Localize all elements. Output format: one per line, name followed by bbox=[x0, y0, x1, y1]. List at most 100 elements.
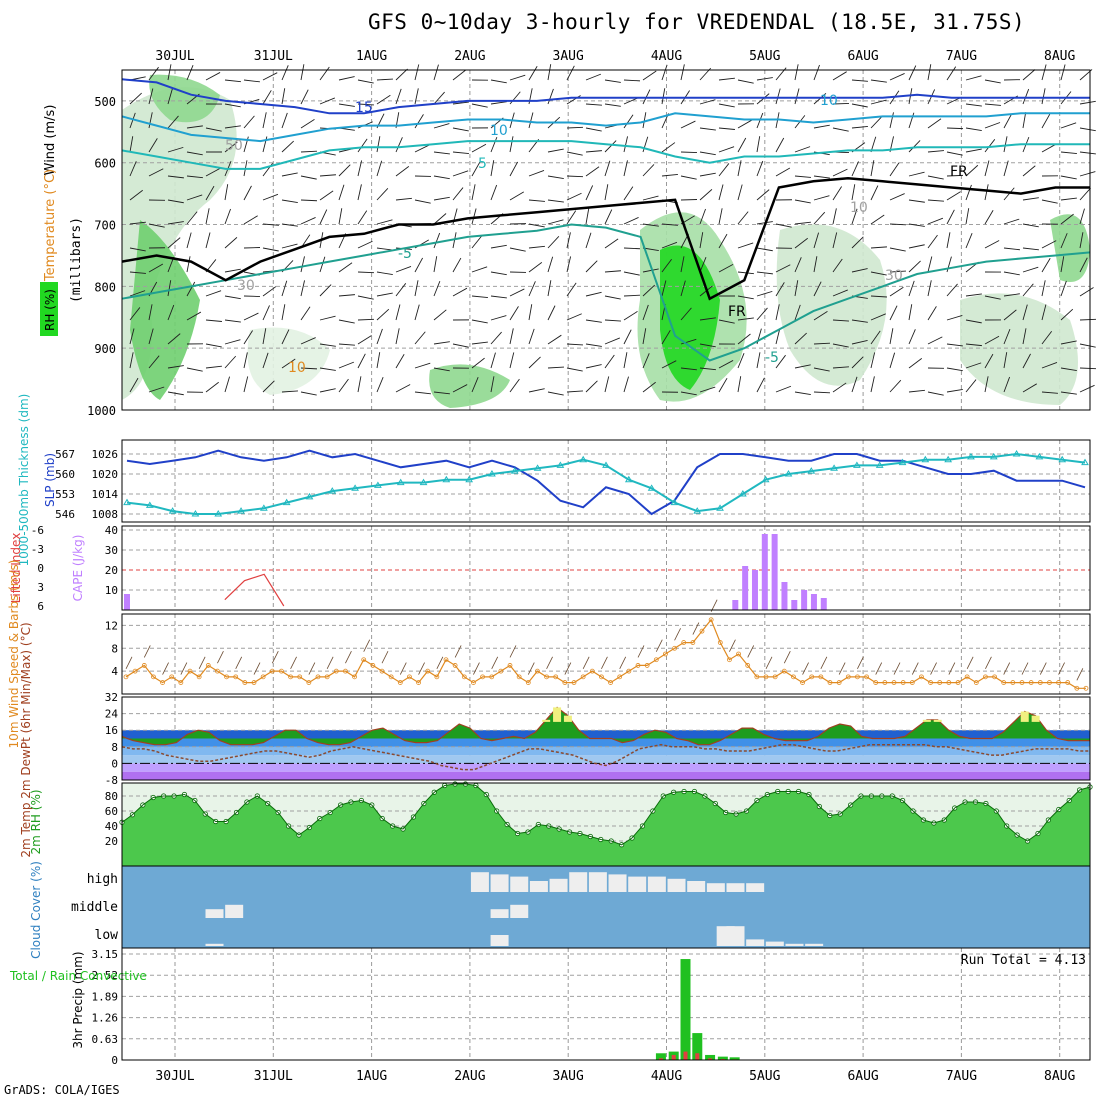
wind-barb bbox=[661, 142, 676, 153]
wind-barb bbox=[870, 99, 887, 105]
wind-barb bbox=[205, 319, 222, 322]
wind-barb bbox=[186, 311, 202, 321]
surface-wind-barb bbox=[436, 656, 444, 670]
ylabel-millibars: (millibars) bbox=[69, 217, 84, 303]
precip-tick-label: 3.15 bbox=[92, 948, 119, 961]
wind-barb bbox=[376, 292, 393, 297]
slp-tick-label: 1014 bbox=[92, 488, 119, 501]
wind-speed-marker bbox=[589, 668, 595, 674]
upper-air-panel-frame bbox=[121, 69, 1091, 411]
ylabel-thickness: 1000-500mb Thickness (dm) bbox=[17, 394, 31, 567]
wind-barb bbox=[167, 237, 181, 249]
wind-barb bbox=[718, 163, 730, 177]
rh-tick-label: 20 bbox=[105, 835, 118, 848]
wind-barb bbox=[205, 72, 221, 81]
cloud-bar bbox=[510, 876, 529, 892]
surface-wind-barb bbox=[345, 650, 352, 664]
wind-barb bbox=[832, 127, 849, 132]
wind-barb bbox=[281, 65, 289, 81]
wind-barb bbox=[528, 388, 545, 393]
wind-barb bbox=[813, 195, 830, 201]
cloud-bar bbox=[647, 876, 666, 892]
wind-barb bbox=[1060, 64, 1066, 81]
wind-barb bbox=[642, 304, 649, 321]
wind-barb bbox=[851, 268, 868, 273]
wind-barb bbox=[1003, 328, 1011, 345]
wind-barb bbox=[775, 264, 791, 273]
pressure-tick-label: 900 bbox=[94, 342, 116, 356]
wind-barb bbox=[433, 175, 450, 180]
wind-barb bbox=[794, 280, 799, 297]
date-label-bottom: 3AUG bbox=[553, 1069, 584, 1084]
wind-barb bbox=[908, 304, 913, 321]
wind-barb bbox=[395, 88, 402, 105]
wind-barb bbox=[167, 88, 173, 105]
wind-barb bbox=[680, 280, 686, 297]
wind-barb bbox=[1022, 197, 1039, 201]
wind-barb bbox=[737, 295, 754, 300]
thickness-marker bbox=[351, 484, 359, 491]
date-label-top: 31JUL bbox=[254, 49, 293, 64]
wind-barb bbox=[661, 174, 678, 177]
wind-barb bbox=[528, 262, 543, 273]
thickness-marker bbox=[738, 490, 747, 497]
wind-barb bbox=[319, 315, 336, 321]
wind-barb bbox=[908, 171, 925, 177]
cloud-bar bbox=[746, 939, 765, 946]
cape-bar bbox=[820, 598, 827, 610]
wind-barb bbox=[357, 184, 362, 201]
wind-barb bbox=[167, 199, 184, 204]
cloud-bar bbox=[608, 874, 627, 892]
wind-barb bbox=[1079, 257, 1088, 273]
wind-barb bbox=[490, 271, 507, 276]
cloud-bar bbox=[785, 943, 804, 946]
wind-barb bbox=[870, 116, 883, 129]
wind-barb bbox=[604, 354, 615, 369]
wind-barb bbox=[1041, 240, 1057, 249]
wind-barb bbox=[148, 168, 164, 177]
wind-barb bbox=[870, 185, 879, 201]
wind-speed-marker bbox=[919, 674, 924, 680]
temp-peak bbox=[922, 719, 931, 722]
wind-barb bbox=[281, 329, 290, 345]
surface-wind-barb bbox=[363, 639, 371, 652]
cloud-bar bbox=[205, 909, 224, 918]
wind-barb bbox=[832, 208, 837, 225]
ylabel-cape: CAPE (J/kg) bbox=[71, 535, 85, 602]
wind-barb bbox=[490, 376, 495, 393]
date-label-bottom: 2AUG bbox=[454, 1069, 485, 1084]
wind-barb bbox=[433, 196, 450, 201]
surface-wind-barb bbox=[253, 662, 261, 675]
wind-barb bbox=[262, 352, 269, 369]
wind-speed-marker bbox=[443, 657, 449, 663]
wind-barb bbox=[851, 339, 868, 345]
wind-barb bbox=[718, 103, 735, 108]
wind-barb bbox=[737, 211, 749, 225]
wind-barb bbox=[870, 330, 881, 345]
wind-barb bbox=[1022, 69, 1036, 81]
wind-barb bbox=[1022, 304, 1028, 321]
surface-wind-barb bbox=[308, 662, 316, 675]
wind-barb bbox=[300, 175, 317, 180]
contour-label: 50 bbox=[225, 138, 243, 154]
wind-barb bbox=[832, 186, 843, 201]
wind-barb bbox=[813, 211, 826, 225]
wind-barb bbox=[1060, 391, 1077, 395]
ylabel-rh: RH (%) bbox=[43, 289, 57, 331]
surface-wind-barb bbox=[1058, 662, 1065, 675]
wind-barb bbox=[585, 127, 602, 132]
wind-barb bbox=[946, 151, 963, 156]
wind-barb bbox=[262, 328, 267, 345]
wind-barb bbox=[395, 328, 400, 345]
wind-barb bbox=[547, 305, 556, 321]
wind-barb bbox=[889, 379, 902, 393]
wind-barb bbox=[813, 367, 830, 372]
wind-barb bbox=[414, 280, 419, 297]
wind-barb bbox=[395, 197, 412, 201]
wind-barb bbox=[984, 184, 989, 201]
wind-barb bbox=[395, 166, 410, 177]
wind-barb bbox=[946, 191, 961, 201]
surface-wind-barb bbox=[1039, 662, 1047, 675]
temp-peak bbox=[933, 719, 942, 722]
wind-barb bbox=[148, 112, 153, 129]
